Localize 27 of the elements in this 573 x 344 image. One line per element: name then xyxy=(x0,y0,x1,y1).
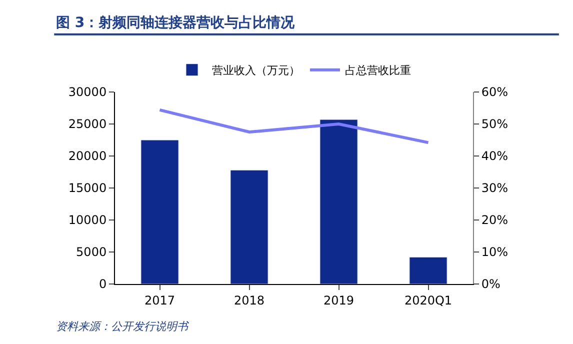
y2-tick-label: 30% xyxy=(481,181,508,196)
legend-label: 营业收入（万元） xyxy=(212,64,300,78)
bar xyxy=(140,140,179,284)
x-tick-label: 2017 xyxy=(144,293,176,308)
y-tick-label: 10000 xyxy=(68,213,107,228)
y-tick-label: 0 xyxy=(98,277,107,292)
legend-label: 占总营收比重 xyxy=(345,64,411,78)
y-tick-label: 5000 xyxy=(76,245,107,260)
line-series xyxy=(158,108,430,144)
x-tick-label: 2020Q1 xyxy=(404,293,452,308)
y-tick-label: 15000 xyxy=(68,181,107,196)
y2-tick-label: 10% xyxy=(481,245,508,260)
x-tick-label: 2019 xyxy=(323,293,354,308)
bar xyxy=(230,170,268,284)
bar xyxy=(320,119,358,284)
y-tick-label: 25000 xyxy=(68,117,107,132)
y2-tick-label: 40% xyxy=(481,149,508,164)
text: 资料来源：公开发行说明书 xyxy=(56,320,190,333)
y-tick-label: 20000 xyxy=(68,149,107,164)
bar xyxy=(409,256,448,284)
y-tick-label: 30000 xyxy=(68,85,107,100)
y2-tick-label: 60% xyxy=(481,85,508,100)
y2-tick-label: 50% xyxy=(481,117,508,132)
x-tick-label: 2018 xyxy=(234,293,265,308)
y2-tick-label: 0% xyxy=(481,277,500,292)
chart-title: 图 3：射频同轴连接器营收与占比情况 xyxy=(56,14,296,31)
y2-tick-label: 20% xyxy=(481,213,508,228)
